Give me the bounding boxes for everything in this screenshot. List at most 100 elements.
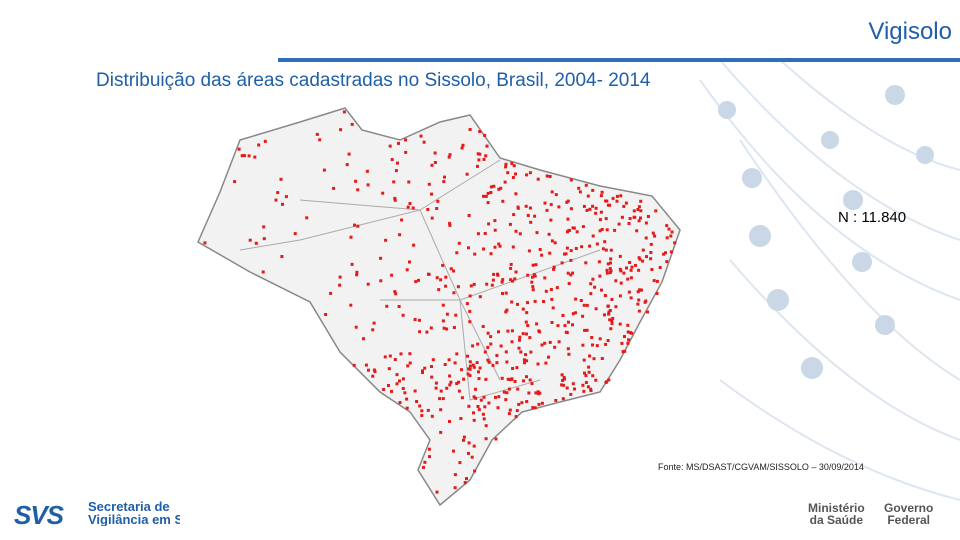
site-dot [515,366,519,370]
site-dot [472,418,476,422]
site-dot [443,175,446,179]
site-dot [443,363,447,366]
site-dot [639,216,642,220]
site-dot [591,234,595,238]
site-dot [552,265,556,269]
site-dot [487,401,491,405]
site-dot [354,179,358,183]
site-dot [408,260,411,264]
site-dot [490,283,494,287]
site-dot [643,300,647,304]
site-dot [474,387,477,391]
site-dot [658,266,662,269]
site-dot [447,155,451,159]
site-dot [355,270,359,274]
site-dot [550,321,554,324]
site-dot [609,261,612,265]
site-dot [284,195,288,199]
site-dot [594,307,598,311]
site-dot [407,180,411,184]
site-dot [430,192,433,196]
site-dot [637,205,641,209]
site-dot [536,177,540,181]
site-dot [263,139,267,143]
site-dot [394,169,398,173]
site-dot [587,370,591,374]
site-dot [482,247,485,251]
site-dot [397,141,400,145]
site-dot [248,238,252,242]
site-dot [544,289,548,293]
site-dot [262,225,266,229]
site-dot [466,372,470,376]
site-dot [607,378,611,382]
site-dot [393,196,397,200]
site-dot [401,377,405,381]
state-border [239,209,421,251]
site-dot [569,273,573,277]
site-dot [468,364,472,368]
site-dot [429,326,433,330]
site-dot [485,282,489,286]
site-dot [496,406,500,410]
site-dot [550,297,554,301]
site-dot [610,319,614,323]
site-dot [261,270,265,274]
site-dot [474,396,478,400]
ministry-line: Ministério [808,501,865,515]
site-dot [560,261,564,265]
site-dot [588,244,592,248]
site-dot [575,230,579,234]
site-dot [585,303,589,307]
site-dot [511,245,515,249]
site-dot [499,186,503,190]
site-dot [594,206,598,210]
site-dot [509,262,513,266]
site-dot [398,233,402,237]
site-dot [608,309,612,312]
site-dot [545,174,549,178]
site-dot [634,263,637,267]
site-dot [580,245,584,249]
site-dot [430,216,434,220]
site-dot [527,391,531,395]
site-dot [408,361,412,365]
site-dot [535,322,539,326]
site-dot [588,354,592,358]
site-dot [506,329,510,333]
site-dot [606,262,610,266]
site-dot [511,367,515,370]
site-dot [253,155,257,159]
site-dot [501,278,505,282]
site-dot [626,341,630,345]
site-dot [240,154,244,158]
site-dot [494,395,497,399]
site-dot [637,268,641,272]
site-dot [528,336,532,340]
site-dot [557,340,561,344]
site-dot [492,184,496,188]
site-dot [257,143,261,147]
site-dot [654,209,658,213]
site-dot [483,232,487,235]
site-dot [512,164,516,168]
site-dot [549,203,553,207]
site-dot [531,263,535,267]
site-dot [318,138,322,142]
site-dot [611,196,615,200]
site-dot [493,219,497,223]
site-dot [477,158,481,162]
site-dot [448,221,452,225]
site-dot [324,313,328,316]
site-dot [537,402,541,406]
site-dot [524,204,528,208]
site-dot [366,282,370,286]
site-dot [401,387,405,390]
site-dot [531,288,535,292]
site-dot [542,300,545,303]
site-dot [469,284,473,288]
site-dot [516,387,520,391]
site-dot [496,272,499,276]
site-dot [594,378,598,382]
site-dot [305,216,309,220]
